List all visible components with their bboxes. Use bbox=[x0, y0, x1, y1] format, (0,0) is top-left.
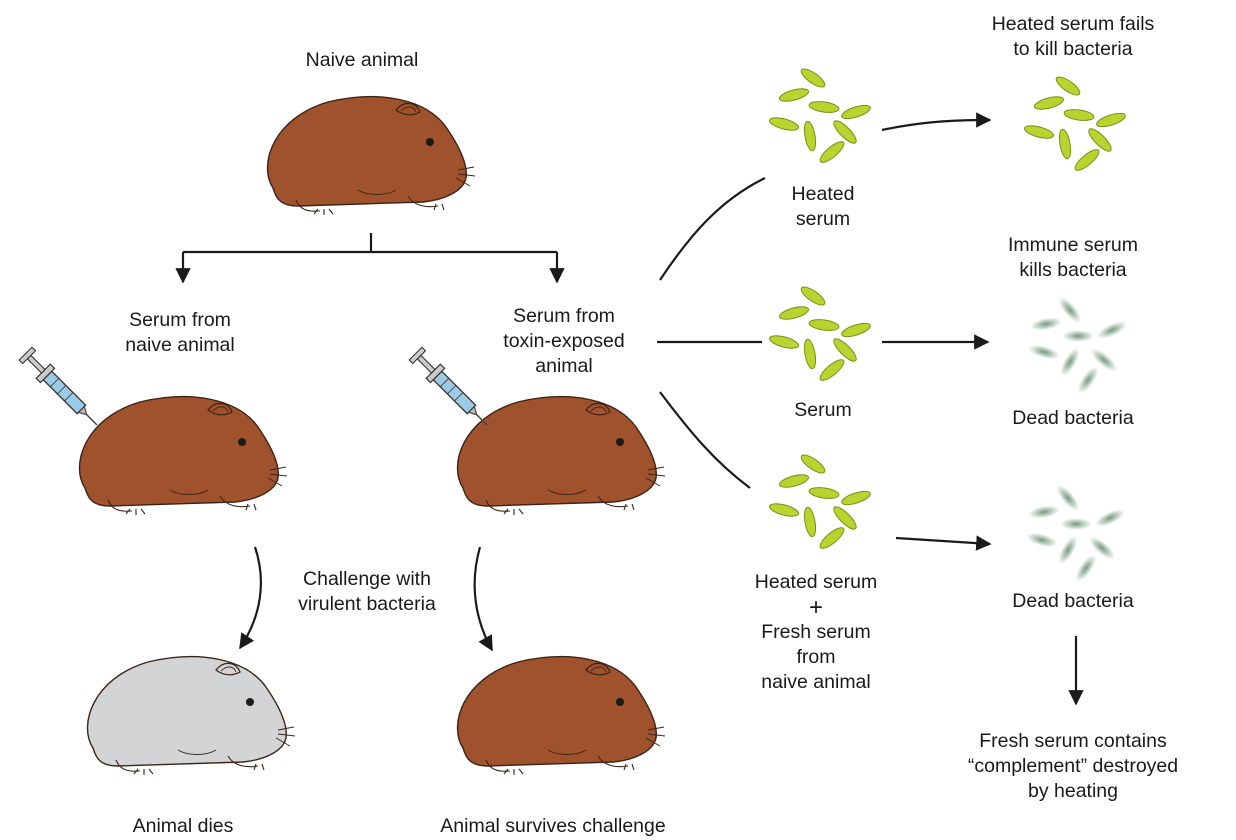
label-line: kills bacteria bbox=[1019, 259, 1127, 281]
syringe-icon-right bbox=[407, 345, 488, 426]
bacteria-heated-plus-fresh bbox=[767, 451, 873, 552]
challenge-arrow-left bbox=[239, 546, 263, 650]
label-heated-serum: Heated serum bbox=[792, 182, 855, 232]
naive-guinea-pig bbox=[266, 96, 476, 216]
label-heated-fails: Heated serum fails to kill bacteria bbox=[992, 12, 1155, 62]
bacteria-surviving bbox=[1022, 73, 1128, 174]
label-line: by heating bbox=[1027, 780, 1118, 802]
label-serum-naive: Serum from naive animal bbox=[125, 308, 234, 358]
bacteria-serum bbox=[767, 283, 873, 384]
label-challenge: Challenge with virulent bacteria bbox=[298, 567, 436, 617]
guinea-pig-immune-serum bbox=[456, 396, 666, 516]
label-serum: Serum bbox=[794, 399, 852, 421]
bacteria-heated-serum bbox=[767, 65, 873, 166]
label-line: virulent bacteria bbox=[298, 593, 436, 615]
surviving-guinea-pig bbox=[456, 656, 666, 776]
label-line: naive animal bbox=[125, 334, 235, 356]
label-line: Heated serum fails bbox=[991, 13, 1155, 35]
to-mixed-serum-line bbox=[659, 391, 751, 489]
branch-arrows bbox=[175, 233, 565, 284]
label-naive-animal: Naive animal bbox=[305, 49, 419, 71]
label-dead-bacteria-1: Dead bacteria bbox=[1012, 407, 1134, 429]
label-immune-kills: Immune serum kills bacteria bbox=[1008, 233, 1138, 283]
label-line: to kill bacteria bbox=[1013, 38, 1133, 60]
label-animal-survives: Animal survives challenge bbox=[440, 815, 666, 837]
label-line: Heated serum bbox=[754, 571, 878, 593]
label-line: Immune serum bbox=[1007, 234, 1139, 256]
to-heated-serum-line bbox=[659, 177, 766, 281]
label-heated-plus-fresh: Heated serum + Fresh serum from naive an… bbox=[755, 570, 877, 695]
syringe-icon-left bbox=[17, 345, 98, 426]
label-line: from bbox=[796, 646, 836, 668]
label-line: + bbox=[808, 594, 824, 621]
challenge-arrow-right bbox=[473, 546, 493, 652]
label-conclusion: Fresh serum contains “complement” destro… bbox=[968, 729, 1178, 804]
label-dead-bacteria-2: Dead bacteria bbox=[1012, 590, 1134, 612]
label-line: Heated bbox=[791, 183, 855, 205]
label-line: Challenge with bbox=[303, 568, 431, 590]
arrow-mixed-result bbox=[895, 535, 992, 551]
label-line: Fresh serum bbox=[761, 621, 871, 643]
label-line: toxin-exposed bbox=[503, 330, 625, 352]
label-line: Fresh serum contains bbox=[979, 730, 1167, 752]
dead-bacteria-cluster-1 bbox=[1026, 293, 1130, 397]
label-line: serum bbox=[795, 208, 851, 230]
label-line: animal bbox=[535, 355, 593, 377]
label-line: “complement” destroyed bbox=[967, 755, 1179, 777]
label-serum-toxin: Serum from toxin-exposed animal bbox=[503, 304, 624, 379]
dead-guinea-pig bbox=[86, 656, 296, 776]
dead-bacteria-cluster-2 bbox=[1024, 481, 1128, 585]
label-animal-dies: Animal dies bbox=[132, 815, 234, 837]
label-line: naive animal bbox=[761, 671, 871, 693]
label-line: Serum from bbox=[129, 309, 231, 331]
guinea-pig-naive-serum bbox=[78, 396, 288, 516]
label-line: Serum from bbox=[513, 305, 615, 327]
arrow-heated-result bbox=[881, 112, 992, 132]
